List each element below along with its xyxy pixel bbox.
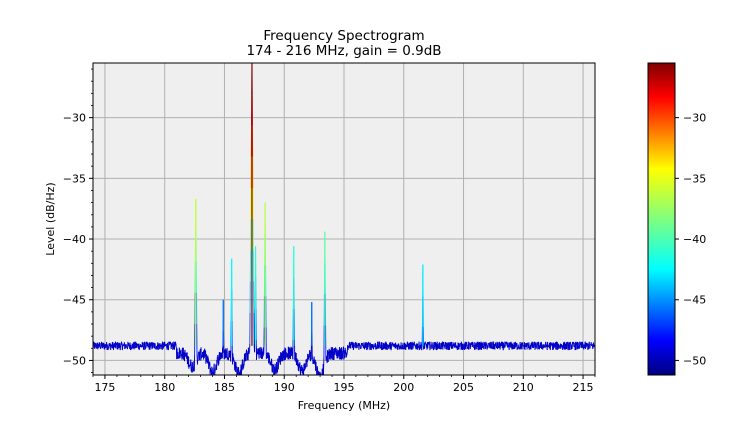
x-gridlines: [104, 63, 584, 375]
colorbar-tick-label: −35: [683, 172, 706, 185]
x-tick-label: 175: [94, 381, 115, 394]
colorbar-tick-label: −50: [683, 354, 706, 367]
x-tick-label: 205: [453, 381, 474, 394]
x-tick-label: 210: [513, 381, 534, 394]
colorbar-tick-label: −45: [683, 294, 706, 307]
y-gridlines: [93, 117, 595, 361]
colorbar-tick-label: −30: [683, 112, 706, 125]
x-tick-label: 185: [214, 381, 235, 394]
x-axis-ticks: 175 180 185 190 195 200 205 210 215: [92, 375, 596, 394]
y-tick-label: −40: [63, 233, 86, 246]
x-tick-label: 215: [573, 381, 594, 394]
y-tick-label: −35: [63, 172, 86, 185]
spectrum-trace: [93, 63, 595, 375]
colorbar: [647, 62, 676, 376]
y-tick-label: −30: [63, 112, 86, 125]
colorbar-ticks: −30 −35 −40 −45 −50: [675, 112, 706, 367]
y-axis-label: Level (dB/Hz): [44, 182, 57, 255]
y-tick-label: −45: [63, 294, 86, 307]
y-axis-ticks: −30 −35 −40 −45 −50: [63, 68, 93, 373]
colorbar-tick-label: −40: [683, 233, 706, 246]
x-tick-label: 190: [274, 381, 295, 394]
x-axis-label: Frequency (MHz): [298, 399, 390, 412]
chart-subtitle: 174 - 216 MHz, gain = 0.9dB: [246, 43, 441, 59]
x-tick-label: 195: [334, 381, 355, 394]
x-tick-label: 200: [393, 381, 414, 394]
x-tick-label: 180: [154, 381, 175, 394]
y-tick-label: −50: [63, 354, 86, 367]
chart-title: Frequency Spectrogram: [263, 28, 424, 44]
